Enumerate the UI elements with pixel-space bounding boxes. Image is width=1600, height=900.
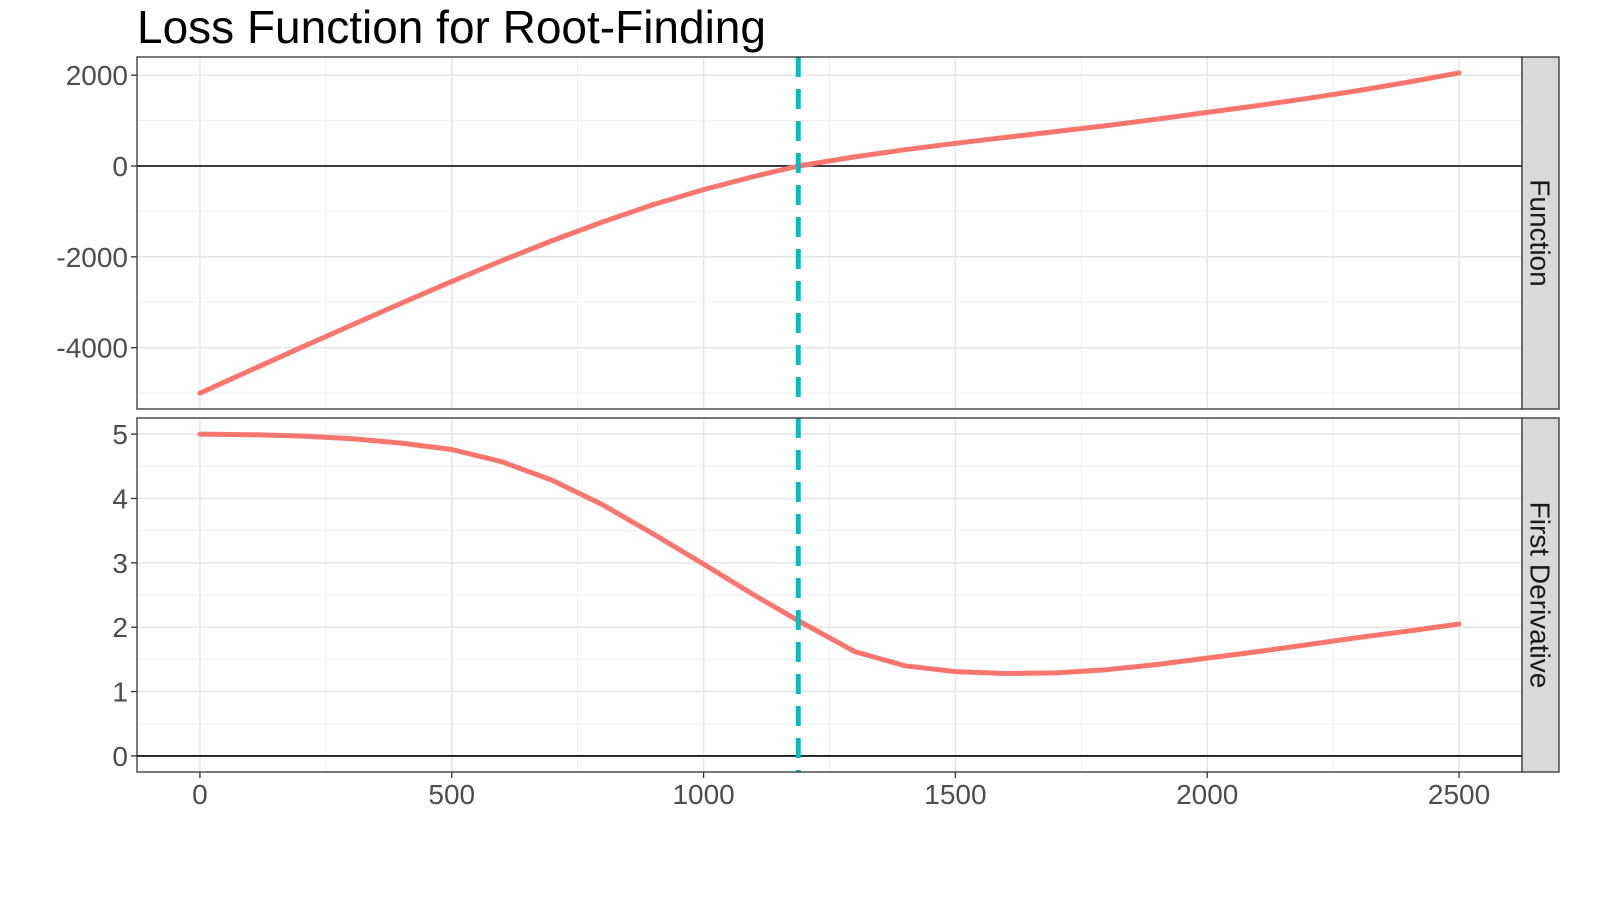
panel-2: 0 1 2 3 4 5 First Derivative bbox=[112, 417, 1560, 773]
facet-strip bbox=[1521, 417, 1560, 773]
y-tick-label: 1 bbox=[112, 677, 128, 708]
y-tick-label: -4000 bbox=[56, 333, 128, 364]
chart-title: Loss Function for Root-Finding bbox=[137, 1, 766, 53]
y-tick-label: 2 bbox=[112, 612, 128, 643]
x-tick-label: 2000 bbox=[1176, 779, 1238, 810]
panel-1: -4000 -2000 0 2000 Function bbox=[56, 56, 1560, 410]
y-tick-label: 3 bbox=[112, 548, 128, 579]
chart-body: -4000 -2000 0 2000 Function 0 1 2 3 4 5 First Deriv… bbox=[56, 56, 1560, 810]
series-line-panel-1 bbox=[197, 70, 1462, 396]
x-tick-label: 2500 bbox=[1428, 779, 1490, 810]
y-tick-label: -2000 bbox=[56, 242, 128, 273]
y-tick-label: 0 bbox=[112, 741, 128, 772]
x-tick-label: 0 bbox=[192, 779, 208, 810]
y-tick-label: 0 bbox=[112, 151, 128, 182]
facet-strip-label: First Derivative bbox=[1525, 502, 1556, 689]
facet-strip bbox=[1521, 56, 1560, 410]
x-axis: 0 500 1000 1500 2000 2500 bbox=[192, 772, 1490, 810]
x-tick-label: 1000 bbox=[672, 779, 734, 810]
series-line-panel-2 bbox=[197, 431, 1462, 676]
facet-strip-label: Function bbox=[1525, 179, 1556, 286]
x-tick-label: 500 bbox=[428, 779, 475, 810]
x-tick-label: 1500 bbox=[924, 779, 986, 810]
y-tick-label: 2000 bbox=[66, 60, 128, 91]
y-tick-label: 5 bbox=[112, 419, 128, 450]
y-tick-label: 4 bbox=[112, 483, 128, 514]
